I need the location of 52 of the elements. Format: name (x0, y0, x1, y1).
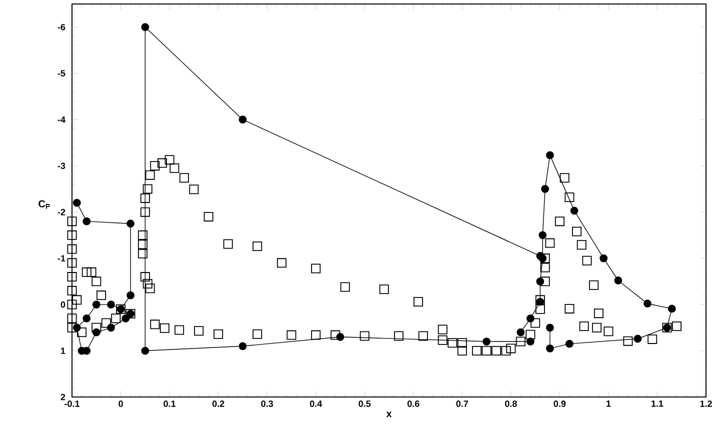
point (538, 231, 547, 240)
point (516, 328, 525, 336)
x-tick-label: 0.3 (261, 400, 274, 407)
x-tick-label: 0.1 (164, 400, 176, 407)
x-tick-label: 0.7 (456, 400, 468, 407)
y-tick-label: -5 (58, 70, 66, 77)
point (546, 151, 554, 160)
point (570, 206, 578, 215)
y-tick-label: -4 (58, 116, 66, 123)
x-axis-title: x (386, 412, 392, 418)
x-tick-label: 0.4 (310, 400, 322, 407)
x-tick-label: 1.1 (652, 400, 664, 407)
point (546, 344, 554, 352)
x-tick-label: 0.6 (407, 400, 420, 407)
point (614, 276, 622, 284)
point (238, 342, 247, 350)
y-tick-label: 0 (60, 301, 66, 308)
x-tick-label: 0.5 (358, 400, 371, 407)
x-tick-label: 0 (118, 400, 123, 407)
point (566, 340, 574, 348)
point (644, 300, 652, 308)
x-tick-label: 1.2 (700, 400, 712, 407)
x-tick-label: -0.1 (64, 400, 80, 407)
y-tick-label: -2 (58, 208, 66, 216)
point (482, 338, 490, 346)
y-tick-label: -3 (58, 162, 66, 170)
point (82, 217, 91, 226)
x-tick-label: 1 (606, 400, 611, 407)
x-tick-label: 0.2 (212, 400, 224, 407)
point (126, 291, 134, 300)
point (536, 277, 544, 286)
point (126, 220, 134, 228)
y-tick-label: -6 (58, 24, 66, 30)
point (238, 116, 247, 124)
point (538, 254, 547, 262)
point (141, 23, 150, 32)
point (546, 324, 554, 332)
point (668, 304, 676, 313)
point (600, 254, 608, 262)
point (92, 300, 100, 308)
point (634, 334, 642, 343)
y-axis-title: C$_{P}$ (38, 200, 50, 209)
point (72, 198, 81, 207)
y-tick-label: 1 (61, 348, 66, 354)
y-tick-label: -1 (58, 255, 66, 262)
point (107, 300, 115, 308)
y-tick-label: 2 (60, 394, 66, 400)
point (141, 346, 150, 355)
x-tick-label: 0.8 (505, 400, 517, 407)
point (541, 185, 550, 193)
x-tick-label: 0.9 (554, 400, 566, 407)
point (82, 314, 91, 322)
